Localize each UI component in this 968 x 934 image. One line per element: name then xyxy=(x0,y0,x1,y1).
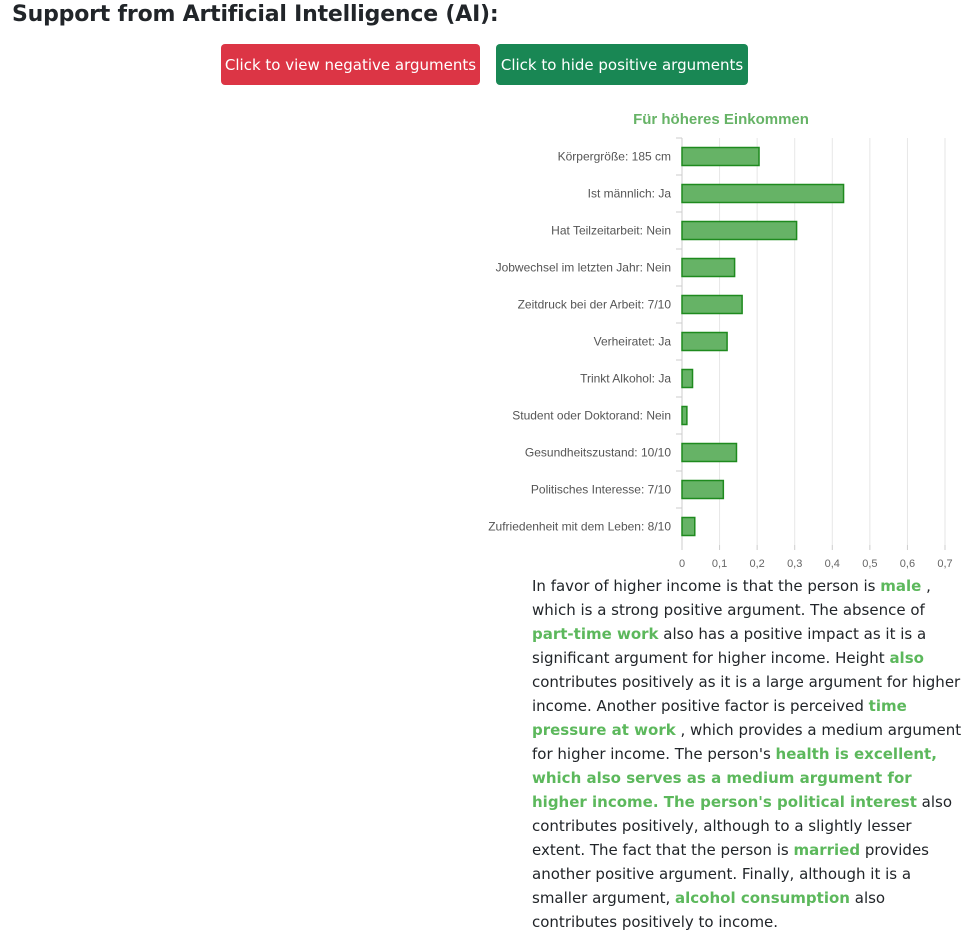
x-tick-label: 0,4 xyxy=(825,558,840,570)
highlighted-term: health is excellent, which also serves a… xyxy=(532,745,937,811)
bar xyxy=(681,442,738,463)
category-label: Gesundheitszustand: 10/10 xyxy=(525,446,671,460)
explanation-segment: In favor of higher income is that the pe… xyxy=(532,577,881,595)
chart-title: Für höheres Einkommen xyxy=(633,111,809,128)
bar xyxy=(681,405,688,426)
highlighted-term: also xyxy=(889,649,924,667)
bar xyxy=(681,257,736,278)
bar xyxy=(681,220,798,241)
category-label: Trinkt Alkohol: Ja xyxy=(580,372,671,386)
bar xyxy=(681,294,743,315)
category-label: Student oder Doktorand: Nein xyxy=(512,409,671,423)
bar xyxy=(681,516,696,537)
explanation-segment: also has a positive impact as it is a si… xyxy=(532,625,927,667)
category-label: Zufriedenheit mit dem Leben: 8/10 xyxy=(488,520,671,534)
highlighted-term: married xyxy=(793,841,861,859)
explanation-segment: also contributes positively, although to… xyxy=(532,793,953,859)
highlighted-term: part-time work xyxy=(532,625,659,643)
x-tick-label: 0,6 xyxy=(900,558,915,570)
explanation-segment: provides another positive argument. Fina… xyxy=(532,841,929,907)
bar xyxy=(681,479,725,500)
category-label: Zeitdruck bei der Arbeit: 7/10 xyxy=(518,298,672,312)
x-tick-label: 0,1 xyxy=(712,558,727,570)
explanation-segment: , which provides a medium argument for h… xyxy=(532,721,962,763)
category-label: Politisches Interesse: 7/10 xyxy=(531,483,671,497)
category-label: Jobwechsel im letzten Jahr: Nein xyxy=(496,261,671,275)
bar xyxy=(681,183,845,204)
view-negative-arguments-button[interactable]: Click to view negative arguments xyxy=(221,44,480,85)
category-label: Hat Teilzeitarbeit: Nein xyxy=(551,224,671,238)
category-label: Ist männlich: Ja xyxy=(588,187,672,201)
bar xyxy=(681,146,760,167)
explanation-segment: contributes positively as it is a large … xyxy=(532,673,961,715)
highlighted-term: alcohol consumption xyxy=(675,889,850,907)
bar xyxy=(681,331,728,352)
positive-arguments-chart: Für höheres Einkommen 0 0,1 0,2 0,3 0,4 0,5 0,6… xyxy=(488,111,952,570)
page-heading: Support from Artificial Intelligence (AI… xyxy=(12,2,499,27)
category-label: Verheiratet: Ja xyxy=(594,335,672,349)
x-tick-label: 0,7 xyxy=(937,558,952,570)
x-tick-label: 0 xyxy=(679,558,685,570)
explanation-segment: , which is a strong positive argument. T… xyxy=(532,577,931,619)
x-tick-label: 0,5 xyxy=(862,558,877,570)
highlighted-term: time pressure at work xyxy=(532,697,907,739)
x-tick-label: 0,3 xyxy=(787,558,802,570)
bar xyxy=(681,368,694,389)
ai-explanation-text: In favor of higher income is that the pe… xyxy=(532,574,962,934)
x-tick-label: 0,2 xyxy=(749,558,764,570)
hide-positive-arguments-button[interactable]: Click to hide positive arguments xyxy=(496,44,748,85)
highlighted-term: male xyxy=(880,577,922,595)
category-label: Körpergröße: 185 cm xyxy=(558,150,671,164)
